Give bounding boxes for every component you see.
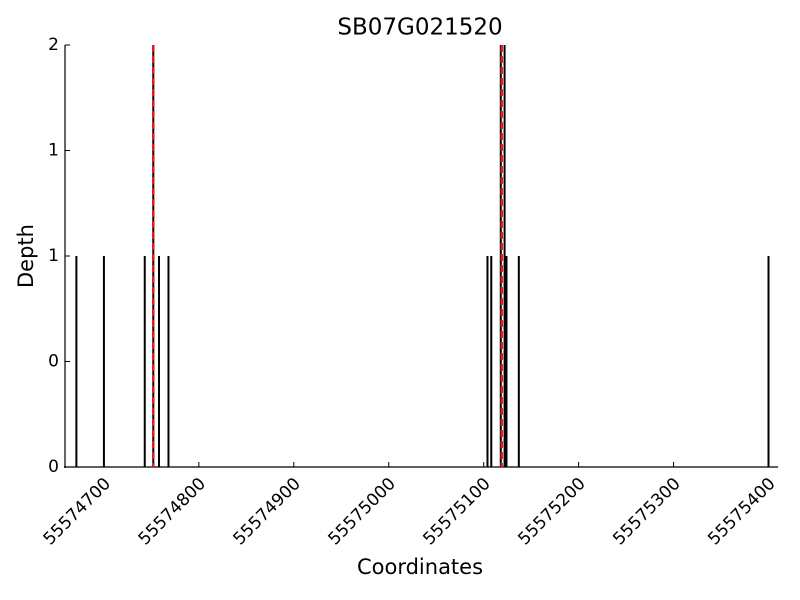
y-tick-label: 1: [48, 246, 59, 266]
chart-title: SB07G021520: [337, 15, 502, 41]
x-tick-label: 55575400: [704, 474, 779, 549]
x-tick-label: 55575000: [324, 474, 399, 549]
x-tick-label: 55574900: [230, 474, 305, 549]
x-tick-label: 55575300: [609, 474, 684, 549]
x-tick-label: 55574800: [135, 474, 210, 549]
y-tick-label: 0: [48, 457, 59, 477]
x-tick-label: 55575100: [419, 474, 494, 549]
y-axis-label: Depth: [14, 224, 38, 288]
x-tick-label: 55574700: [40, 474, 115, 549]
x-axis-label: Coordinates: [357, 555, 483, 579]
x-tick-label: 55575200: [514, 474, 589, 549]
y-tick-label: 2: [48, 35, 59, 55]
y-tick-label: 0: [48, 352, 59, 372]
y-tick-label: 1: [48, 141, 59, 161]
